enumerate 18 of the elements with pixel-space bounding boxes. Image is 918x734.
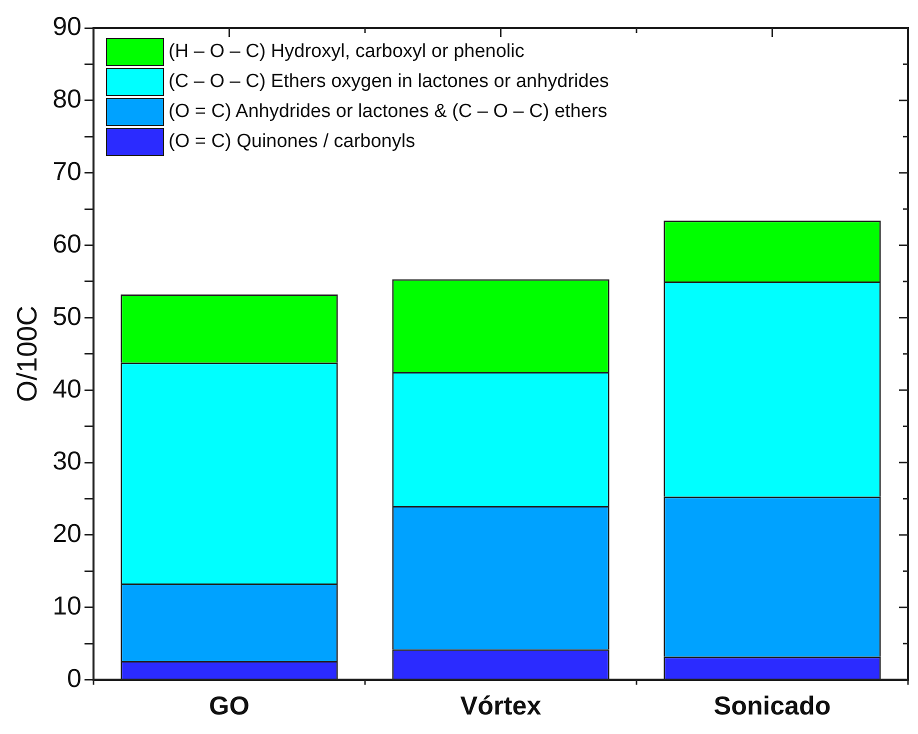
y-tick-label: 30 [52, 446, 82, 476]
y-tick-label: 80 [52, 84, 82, 114]
legend-label: (O = C) Quinones / carbonyls [168, 131, 416, 153]
legend-label: (H – O – C) Hydroxyl, carboxyl or phenolic [168, 41, 524, 63]
y-tick-label: 50 [52, 300, 82, 331]
x-tick-label: Sonicado [714, 690, 831, 721]
y-tick-label: 0 [67, 662, 82, 693]
y-tick-label: 10 [52, 590, 82, 621]
y-axis-title: O/100C [12, 306, 43, 402]
y-tick-label: 90 [52, 11, 82, 42]
y-tick-label: 60 [52, 228, 82, 258]
y-tick-label: 70 [52, 156, 82, 186]
y-tick-label: 40 [52, 373, 82, 404]
x-tick-label: GO [209, 690, 250, 721]
legend-label: (O = C) Anhydrides or lactones & (C – O – C) ethers [168, 101, 608, 123]
y-tick-label: 20 [52, 518, 82, 548]
x-tick-label: Vórtex [460, 690, 542, 721]
legend-label: (C – O – C) Ethers oxygen in lactones or anhydrides [168, 71, 609, 93]
